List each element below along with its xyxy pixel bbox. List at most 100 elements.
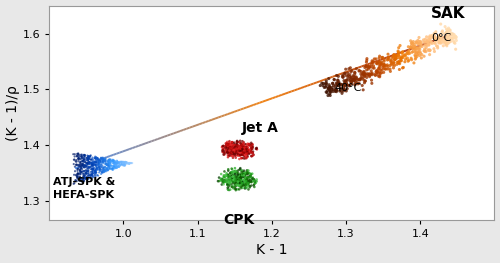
Point	[221, 179, 229, 183]
Point	[240, 178, 248, 183]
Point	[224, 183, 232, 187]
Point	[110, 166, 118, 170]
Point	[245, 148, 253, 153]
Point	[236, 180, 244, 185]
Point	[418, 53, 426, 57]
Point	[244, 187, 252, 191]
Point	[244, 185, 252, 189]
Point	[240, 152, 248, 156]
Point	[90, 162, 98, 166]
Point	[225, 188, 233, 192]
X-axis label: K - 1: K - 1	[256, 244, 288, 257]
Point	[96, 167, 104, 171]
Point	[336, 89, 344, 93]
Point	[426, 49, 434, 53]
Point	[368, 81, 376, 85]
Point	[232, 170, 240, 174]
Point	[447, 31, 455, 35]
Point	[238, 152, 246, 156]
Point	[222, 150, 230, 154]
Point	[394, 49, 402, 53]
Point	[340, 72, 348, 76]
Point	[237, 174, 245, 178]
Point	[349, 74, 357, 78]
Point	[442, 42, 450, 47]
Point	[225, 180, 233, 184]
Point	[112, 162, 120, 166]
Point	[81, 160, 89, 164]
Point	[124, 161, 132, 166]
Point	[236, 149, 244, 154]
Point	[80, 163, 88, 167]
Point	[412, 41, 420, 45]
Point	[105, 161, 113, 165]
Point	[332, 88, 340, 92]
Point	[414, 42, 422, 46]
Point	[236, 153, 244, 158]
Point	[224, 145, 232, 149]
Point	[442, 40, 450, 44]
Point	[76, 175, 84, 179]
Point	[86, 153, 94, 158]
Point	[236, 185, 244, 189]
Point	[230, 148, 237, 153]
Point	[82, 169, 90, 174]
Point	[242, 155, 250, 160]
Point	[234, 169, 241, 174]
Point	[79, 169, 87, 173]
Point	[222, 141, 230, 145]
Point	[241, 148, 249, 152]
Point	[432, 41, 440, 45]
Point	[244, 183, 252, 187]
Point	[319, 83, 327, 88]
Point	[232, 148, 239, 152]
Point	[347, 79, 355, 83]
Point	[232, 143, 240, 147]
Point	[87, 170, 95, 174]
Point	[232, 150, 239, 154]
Point	[339, 73, 347, 77]
Point	[334, 78, 342, 82]
Point	[241, 182, 249, 186]
Point	[242, 176, 250, 180]
Point	[98, 170, 106, 174]
Point	[94, 167, 102, 171]
Point	[351, 83, 359, 87]
Point	[230, 148, 238, 152]
Point	[440, 39, 448, 43]
Point	[80, 160, 88, 164]
Point	[88, 160, 96, 165]
Point	[226, 152, 234, 156]
Point	[410, 46, 418, 50]
Point	[444, 33, 452, 37]
Point	[370, 66, 378, 70]
Point	[86, 173, 94, 177]
Point	[448, 35, 456, 39]
Point	[404, 50, 412, 54]
Point	[239, 150, 247, 155]
Point	[228, 148, 235, 152]
Point	[220, 180, 228, 184]
Point	[328, 87, 336, 92]
Point	[436, 35, 444, 39]
Point	[374, 60, 382, 64]
Point	[237, 152, 245, 156]
Point	[359, 88, 367, 92]
Point	[84, 164, 92, 168]
Point	[357, 69, 365, 74]
Point	[444, 33, 452, 37]
Point	[331, 87, 339, 92]
Point	[380, 64, 388, 68]
Point	[352, 80, 360, 84]
Point	[98, 159, 106, 163]
Point	[426, 37, 434, 42]
Point	[224, 169, 232, 173]
Point	[223, 144, 231, 149]
Point	[78, 153, 86, 157]
Point	[335, 80, 343, 84]
Point	[76, 172, 84, 176]
Point	[418, 56, 426, 60]
Point	[222, 177, 230, 181]
Point	[409, 49, 417, 54]
Point	[367, 72, 375, 76]
